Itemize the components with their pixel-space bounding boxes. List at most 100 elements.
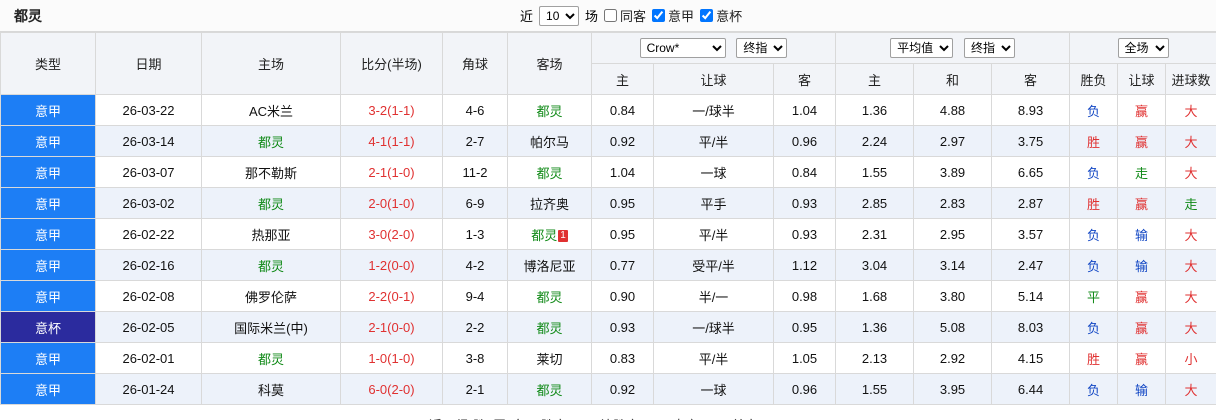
cell-score: 2-2(0-1) (340, 280, 443, 312)
cell-goals: 大 (1165, 249, 1216, 281)
cell-avg-guest: 5.14 (991, 280, 1071, 312)
cell-away: 都灵 (507, 156, 592, 188)
cell-avg-guest: 3.57 (991, 218, 1071, 250)
recent-count-select[interactable]: 10203050 (539, 5, 580, 26)
team-title: 都灵 (14, 7, 42, 24)
cell-handicap-result: 赢 (1117, 342, 1167, 374)
table-row[interactable]: 意甲 26-01-24 科莫 6-0(2-0) 2-1 都灵 0.92 一球 0.96 1.55 3… (0, 373, 1216, 405)
cell-odds-guest: 1.05 (772, 342, 837, 374)
cell-avg-guest: 2.47 (991, 249, 1071, 281)
cell-away: 都灵 1 (507, 218, 592, 250)
match-history-table: 类型 日期 主场 比分(半场) 角球 客场 Crow*Bet365Interwe… (0, 32, 1216, 405)
seriea-label: 意甲 (668, 9, 695, 24)
cell-type: 意杯 (0, 311, 96, 343)
header-odds-guest: 客 (772, 63, 837, 95)
cell-odds-host: 0.93 (591, 311, 654, 343)
cell-handicap-result: 输 (1117, 373, 1167, 405)
cell-corner: 4-2 (442, 249, 508, 281)
cell-away: 都灵 (507, 373, 592, 405)
cell-result: 胜 (1069, 342, 1119, 374)
cell-away: 博洛尼亚 (507, 249, 592, 281)
cell-score: 3-0(2-0) (340, 218, 443, 250)
cell-avg-guest: 3.75 (991, 125, 1071, 157)
average-state-select[interactable]: 初指终指 (963, 38, 1015, 58)
cup-input[interactable] (700, 9, 714, 22)
cell-odds-handicap: 平手 (653, 187, 774, 219)
cell-date: 26-01-24 (95, 373, 202, 405)
summary-mid1: 让胜率: (596, 418, 643, 420)
table-row[interactable]: 意甲 26-02-22 热那亚 3-0(2-0) 1-3 都灵 1 0.95 平/半 0.93 2.… (0, 218, 1216, 250)
cell-home: 都灵 (201, 249, 341, 281)
cell-handicap-result: 输 (1117, 218, 1167, 250)
cell-odds-guest: 1.04 (772, 94, 837, 126)
odds-company-select[interactable]: Crow*Bet365Interwetten (639, 38, 726, 58)
table-row[interactable]: 意甲 26-02-08 佛罗伦萨 2-2(0-1) 9-4 都灵 0.90 半/一 0.98 1.… (0, 280, 1216, 312)
table-row[interactable]: 意甲 26-02-16 都灵 1-2(0-0) 4-2 博洛尼亚 0.77 受平/半 1.12 3… (0, 249, 1216, 281)
header-home: 主场 (201, 32, 341, 95)
cell-away: 都灵 (507, 94, 592, 126)
cell-odds-host: 0.77 (591, 249, 654, 281)
table-row[interactable]: 意甲 26-03-07 那不勒斯 2-1(1-0) 11-2 都灵 1.04 一球 0.84 1.… (0, 156, 1216, 188)
summary-mid2: 大率: (669, 418, 702, 420)
cell-avg-host: 2.13 (835, 342, 915, 374)
header-goals: 进球数 (1165, 63, 1216, 95)
cell-result: 负 (1069, 373, 1119, 405)
header-type: 类型 (0, 32, 96, 95)
header-odds-host: 主 (591, 63, 654, 95)
cell-type: 意甲 (0, 125, 96, 157)
cell-type: 意甲 (0, 187, 96, 219)
whole-match-select[interactable]: 全场半场 (1117, 38, 1169, 58)
table-row[interactable]: 意甲 26-03-02 都灵 2-0(1-0) 6-9 拉齐奥 0.95 平手 0.93 2.85… (0, 187, 1216, 219)
table-row[interactable]: 意甲 26-03-22 AC米兰 3-2(1-1) 4-6 都灵 0.84 一/球半 1.04 1… (0, 94, 1216, 126)
cell-avg-host: 3.04 (835, 249, 915, 281)
cell-corner: 11-2 (442, 156, 508, 188)
same-guest-checkbox[interactable]: 同客 (604, 6, 646, 25)
seriea-input[interactable] (652, 9, 666, 22)
cell-avg-draw: 4.88 (913, 94, 993, 126)
cell-avg-guest: 4.15 (991, 342, 1071, 374)
cell-goals: 大 (1165, 280, 1216, 312)
cell-odds-guest: 0.93 (772, 187, 837, 219)
cell-result: 胜 (1069, 187, 1119, 219)
table-row[interactable]: 意甲 26-03-14 都灵 4-1(1-1) 2-7 帕尔马 0.92 平/半 0.96 2.2… (0, 125, 1216, 157)
cell-away: 莱切 (507, 342, 592, 374)
cell-corner: 6-9 (442, 187, 508, 219)
recent-label: 近 (520, 9, 534, 24)
table-row[interactable]: 意甲 26-02-01 都灵 1-0(1-0) 3-8 莱切 0.83 平/半 1.05 2.13… (0, 342, 1216, 374)
average-select[interactable]: 平均值最高值最低值 (890, 38, 954, 58)
cell-avg-host: 1.68 (835, 280, 915, 312)
cell-avg-host: 1.55 (835, 156, 915, 188)
cell-avg-guest: 8.93 (991, 94, 1071, 126)
cell-odds-host: 0.92 (591, 373, 654, 405)
cell-odds-handicap: 一/球半 (653, 311, 774, 343)
recent-count-select-wrap[interactable]: 10203050 (539, 5, 580, 26)
match-rows: 意甲 26-03-22 AC米兰 3-2(1-1) 4-6 都灵 0.84 一/球半 1.04 1… (0, 94, 1216, 405)
odds-state-select[interactable]: 初指终指 (736, 38, 788, 58)
cup-checkbox[interactable]: 意杯 (700, 6, 742, 25)
table-row[interactable]: 意杯 26-02-05 国际米兰(中) 2-1(0-0) 2-2 都灵 0.93 一/球半 0.… (0, 311, 1216, 343)
header-away: 客场 (507, 32, 592, 95)
cell-avg-draw: 3.14 (913, 249, 993, 281)
cell-odds-handicap: 平/半 (653, 342, 774, 374)
cell-odds-handicap: 一/球半 (653, 94, 774, 126)
cell-corner: 4-6 (442, 94, 508, 126)
seriea-checkbox[interactable]: 意甲 (652, 6, 694, 25)
cell-avg-guest: 6.44 (991, 373, 1071, 405)
red-card-icon: 1 (558, 230, 568, 243)
cell-avg-host: 2.85 (835, 187, 915, 219)
cell-odds-host: 0.95 (591, 218, 654, 250)
cell-avg-host: 1.36 (835, 311, 915, 343)
header-avg-guest: 客 (991, 63, 1071, 95)
cell-corner: 2-1 (442, 373, 508, 405)
same-guest-input[interactable] (604, 9, 618, 22)
cell-result: 负 (1069, 156, 1119, 188)
cell-result: 负 (1069, 94, 1119, 126)
cell-odds-guest: 0.98 (772, 280, 837, 312)
cell-avg-draw: 2.97 (913, 125, 993, 157)
cell-home: 热那亚 (201, 218, 341, 250)
cell-result: 负 (1069, 218, 1119, 250)
cell-odds-handicap: 半/一 (653, 280, 774, 312)
summary-handicap-rate: 60% (643, 418, 669, 420)
